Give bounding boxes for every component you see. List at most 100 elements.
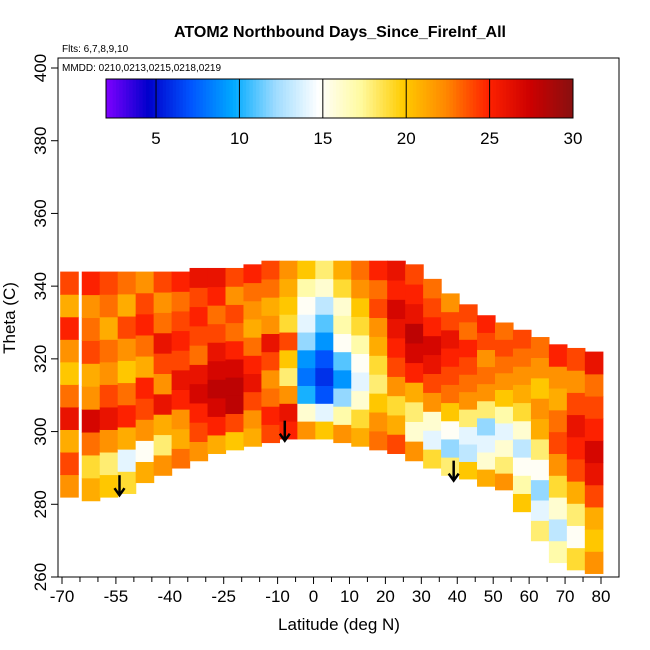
x-tick-label: 20: [376, 587, 395, 606]
x-tick-label: -10: [265, 587, 290, 606]
x-tick-label: 70: [556, 587, 575, 606]
heatmap-cell: [315, 331, 334, 351]
heatmap-cell: [99, 406, 119, 430]
heatmap-cell: [333, 297, 352, 316]
heatmap-cell: [261, 297, 280, 316]
colorbar-segment: [392, 79, 397, 118]
colorbar-segment: [126, 79, 130, 118]
heatmap-cell: [584, 484, 604, 508]
heatmap-cell: [189, 267, 209, 288]
heatmap-cell: [495, 355, 514, 374]
heatmap-cell: [171, 291, 191, 312]
colorbar-segment: [552, 79, 557, 118]
heatmap-cell: [512, 347, 532, 367]
plot-frame: [57, 57, 620, 578]
heatmap-cell: [495, 322, 514, 340]
heatmap-cell: [477, 451, 496, 470]
heatmap-cell: [387, 279, 406, 300]
colorbar-segment: [419, 79, 424, 118]
heatmap-cell: [566, 392, 586, 416]
y-tick-label: 380: [31, 127, 50, 155]
colorbar-segment: [539, 79, 544, 118]
colorbar-segment: [502, 79, 507, 118]
x-tick-label: -70: [50, 587, 75, 606]
x-tick-label: -55: [104, 587, 129, 606]
heatmap-cell: [297, 314, 316, 333]
heatmap-cell: [584, 351, 604, 375]
heatmap-cell: [441, 420, 460, 440]
heatmap-cell: [171, 428, 191, 449]
heatmap-cell: [512, 420, 532, 440]
heatmap-cell: [315, 260, 334, 280]
heatmap-cell: [477, 349, 496, 368]
colorbar-segment: [339, 79, 344, 118]
heatmap-cell: [297, 296, 316, 315]
colorbar-segment: [186, 79, 190, 118]
heatmap-cell: [297, 278, 316, 297]
colorbar-segment: [536, 79, 541, 118]
heatmap-cell: [495, 339, 514, 357]
colorbar-segment: [212, 79, 217, 118]
chart-title: ATOM2 Northbound Days_Since_FireInf_All: [174, 24, 506, 41]
colorbar-segment: [232, 79, 237, 118]
colorbar-tick-label: 25: [480, 129, 499, 148]
heatmap-cell: [297, 367, 316, 386]
heatmap-cell: [405, 362, 424, 383]
heatmap-cell: [459, 321, 478, 340]
heatmap-cell: [441, 366, 460, 385]
colorbar-segment: [412, 79, 417, 118]
heatmap-cell: [333, 315, 352, 335]
colorbar-segment: [356, 79, 361, 118]
heatmap-cell: [297, 260, 316, 280]
heatmap-cell: [117, 293, 137, 317]
heatmap-cell: [566, 347, 586, 371]
heatmap-cell: [225, 413, 245, 433]
colorbar-segment: [386, 79, 391, 118]
heatmap-cell: [189, 383, 209, 404]
colorbar-segment: [509, 79, 514, 118]
heatmap-cell: [566, 414, 586, 438]
colorbar-segment: [322, 79, 327, 118]
heatmap-cell: [117, 338, 137, 361]
heatmap-cell: [189, 422, 209, 442]
colorbar-segment: [306, 79, 310, 118]
arrow-head: [113, 487, 126, 498]
colorbar-segment: [336, 79, 340, 118]
heatmap-cell: [423, 373, 442, 393]
heatmap-cell: [584, 395, 604, 419]
heatmap-cell: [243, 409, 263, 429]
heatmap-cell: [423, 449, 442, 469]
heatmap-cell: [566, 525, 586, 549]
heatmap-cell: [99, 316, 119, 340]
heatmap-cell: [530, 418, 550, 440]
colorbar-segment: [519, 79, 524, 118]
colorbar-segment: [489, 79, 494, 118]
heatmap-cell: [423, 430, 442, 450]
heatmap-cell: [225, 286, 245, 305]
heatmap-cell: [171, 350, 191, 371]
heatmap-cell: [135, 334, 155, 357]
y-tick-label: 320: [31, 345, 50, 373]
heatmap-cell: [279, 349, 298, 369]
heatmap-cell: [477, 332, 496, 351]
heatmap-cell: [548, 366, 568, 389]
heatmap-cell: [441, 384, 460, 404]
heatmap-cell: [459, 461, 478, 480]
heatmap-cell: [387, 395, 406, 416]
heatmap-cell: [387, 357, 406, 377]
colorbar-segment: [236, 79, 240, 118]
heatmap-cell: [171, 330, 191, 351]
heatmap-cell: [459, 426, 478, 445]
colorbar-segment: [562, 79, 567, 118]
heatmap-cell: [117, 271, 137, 295]
colorbar-segment: [316, 79, 320, 118]
heatmap-cell: [99, 294, 119, 318]
colorbar-segment: [369, 79, 374, 118]
heatmap-cell: [405, 342, 424, 364]
heatmap-cell: [530, 337, 550, 358]
colorbar-segment: [362, 79, 367, 118]
heatmap-cell: [387, 299, 406, 320]
colorbar-segment: [179, 79, 184, 118]
heatmap-cell: [135, 461, 155, 484]
colorbar-segment: [429, 79, 434, 118]
